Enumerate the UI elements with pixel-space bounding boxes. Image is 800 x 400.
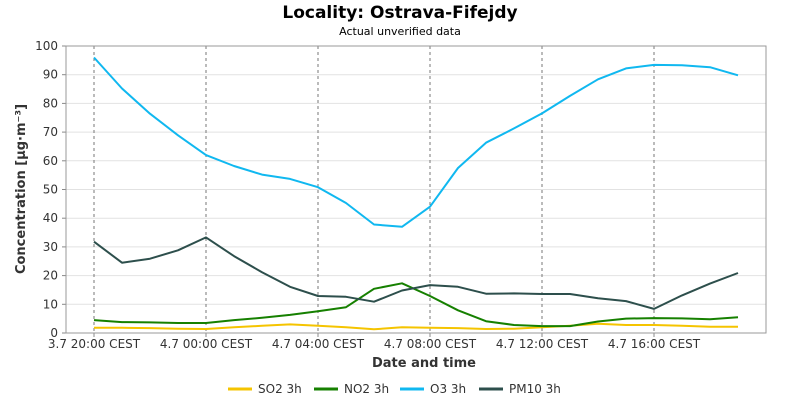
y-tick-label: 100 [35, 39, 58, 53]
y-tick-label: 30 [43, 240, 58, 254]
plot-frame [65, 45, 767, 334]
series-line-no2-3h [93, 282, 739, 328]
y-tick-label: 10 [43, 297, 58, 311]
y-tick-label: 90 [43, 68, 58, 82]
y-tick-label: 40 [43, 211, 58, 225]
x-tick-label: 4.7 08:00 CEST [384, 337, 477, 351]
x-tick-label: 4.7 12:00 CEST [496, 337, 589, 351]
legend-label: NO2 3h [344, 382, 389, 396]
chart-subtitle: Actual unverified data [339, 25, 461, 38]
plot-area: 0 10 20 30 40 50 60 70 80 90 100 3.7 20:00 CEST 4.7 … [35, 39, 767, 351]
y-tick-label: 20 [43, 269, 58, 283]
y-tick-label: 0 [50, 326, 58, 340]
series-line-so2-3h [94, 322, 738, 331]
x-tick-label: 4.7 04:00 CEST [272, 337, 365, 351]
legend-label: PM10 3h [509, 382, 561, 396]
series-line-pm10-3h [93, 236, 739, 310]
x-tick-label: 4.7 16:00 CEST [608, 337, 701, 351]
legend: SO2 3h NO2 3h O3 3h PM10 3h [228, 382, 561, 396]
series-line-o3-3h [93, 56, 739, 228]
x-tick-label: 4.7 00:00 CEST [160, 337, 253, 351]
y-tick-label: 60 [43, 154, 58, 168]
y-tick-label: 70 [43, 125, 58, 139]
y-tick-label: 50 [43, 183, 58, 197]
legend-label: O3 3h [430, 382, 466, 396]
y-axis-title: Concentration [µg·m⁻³] [14, 104, 29, 274]
y-tick-label: 80 [43, 96, 58, 110]
x-tick-label: 3.7 20:00 CEST [48, 337, 141, 351]
chart-title: Locality: Ostrava-Fifejdy [282, 3, 517, 23]
legend-label: SO2 3h [258, 382, 302, 396]
x-axis-title: Date and time [372, 356, 476, 371]
